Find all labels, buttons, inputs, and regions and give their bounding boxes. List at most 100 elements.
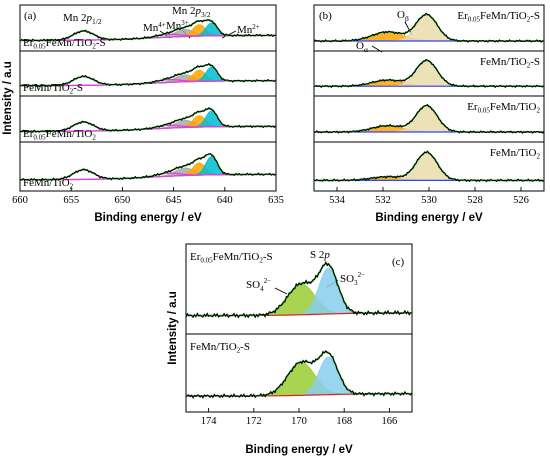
label-s2p-main: S 2: [310, 249, 324, 261]
panel-1-row-3-raw: [313, 150, 545, 183]
label-mn-2p12: Mn 2p1/2: [63, 12, 102, 26]
panel-a-letter: (a): [24, 10, 37, 22]
panel-0-stack-label-1-part-1: 2: [70, 88, 74, 96]
panel-1-tick-label-528: 528: [467, 195, 483, 206]
label-mn-2p32-sub: 3/2: [201, 10, 211, 19]
panel-1-tick-label-534: 534: [329, 195, 346, 206]
label-so4-main: SO: [246, 279, 260, 291]
panel-0-stack-label-0-part-3: 2: [92, 43, 96, 51]
panel-2-stack-label-1-part-2: -S: [240, 341, 250, 353]
panel-c-xlabel: Binding energy / eV: [245, 444, 353, 456]
label-so3-sup: 2−: [358, 271, 366, 279]
panel-0-tick-label-635: 635: [268, 195, 284, 206]
panel-2-stack-label-0: Er0.05FeMn/TiO2-S: [190, 251, 273, 265]
panel-1-stack-label-3-part-1: 2: [537, 153, 541, 161]
panel-2-tick-label-172: 172: [246, 416, 262, 427]
panel-2-tick-label-174: 174: [201, 416, 218, 427]
panel-0-stack-label-0: Er0.05FeMn/TiO2-S: [23, 37, 106, 51]
label-ob-sub: β: [405, 14, 409, 23]
label-mn4-main: Mn: [143, 22, 159, 34]
panel-c-ylabel: Intensity / a.u: [167, 291, 179, 365]
label-so4: SO42−: [246, 277, 271, 293]
panel-1-tick-label-530: 530: [421, 195, 437, 206]
arrow-so4: [274, 287, 288, 295]
arrow-mn2: [221, 30, 237, 39]
panel-0-row-1-raw: [19, 62, 277, 88]
label-so3: SO32−: [340, 271, 365, 287]
panel-0-stack-label-2-part-3: 2: [92, 134, 96, 142]
panel-0-tick-label-645: 645: [166, 195, 182, 206]
panel-0-stack-label-2: Er0.05FeMn/TiO2: [23, 128, 96, 142]
label-oa-sub: α: [364, 45, 368, 54]
panel-0-stack-label-3-part-0: FeMn/TiO: [23, 177, 70, 189]
panel-1-stack-label-0-part-1: 0.05: [468, 16, 481, 24]
panel-1-tick-label-532: 532: [375, 195, 391, 206]
label-so4-sub: 4: [260, 285, 264, 293]
panel-0-tick-label-660: 660: [12, 195, 28, 206]
panel-1-row-0-raw: [313, 12, 545, 43]
panel-1-stack-label-0-part-2: FeMn/TiO: [480, 10, 527, 22]
label-mn2: Mn2+: [237, 23, 260, 36]
label-so3-sub: 3: [354, 279, 358, 287]
panel-2-stack-label-1-part-0: FeMn/TiO: [190, 341, 237, 353]
panel-1-stack-label-3-part-0: FeMn/TiO: [490, 147, 537, 159]
panel-1-row-1-raw: [313, 58, 545, 89]
label-ob-main: O: [397, 9, 405, 21]
panel-0-tick-label-640: 640: [217, 195, 233, 206]
panel-1-stack-label-0: Er0.05FeMn/TiO2-S: [457, 10, 540, 24]
panel-a-frame: [19, 4, 277, 192]
panel-0-stack-label-1-part-2: -S: [73, 82, 83, 94]
panel-1-stack-label-0-part-3: 2: [527, 16, 531, 24]
label-mn4-sup: 4+: [158, 21, 166, 29]
panel-0-stack-label-0-part-2: FeMn/TiO: [46, 37, 93, 49]
label-mn-2p32-p: p: [195, 5, 202, 17]
panel-b-letter: (b): [319, 10, 332, 22]
panel-2-tick-label-166: 166: [382, 416, 398, 427]
panel-0-stack-label-0-part-4: -S: [96, 37, 106, 49]
panel-1-stack-label-2-part-1: 0.05: [478, 107, 491, 115]
label-mn4: Mn4+: [143, 21, 166, 34]
label-mn-2p32: Mn 2p3/2: [172, 5, 211, 19]
panel-2-stack-label-1: FeMn/TiO2-S: [190, 341, 250, 355]
panel-0-row-3-raw: [19, 153, 277, 182]
panel-1-stack-label-0-part-0: Er: [457, 10, 468, 22]
panel-2-row-1-peak-so4: [186, 362, 412, 397]
panel-1-stack-label-2: Er0.05FeMn/TiO2: [467, 101, 540, 115]
panel-1-stack-label-3: FeMn/TiO2: [490, 147, 541, 161]
panel-0-stack-label-0-part-1: 0.05: [33, 43, 46, 51]
label-mn2-sup: 2+: [252, 23, 260, 31]
label-oa-main: O: [356, 40, 364, 52]
panel-0-stack-label-1-part-0: FeMn/TiO: [23, 82, 70, 94]
panel-1-stack-label-1-part-2: -S: [530, 56, 540, 68]
panel-1-stack-label-1-part-0: FeMn/TiO: [480, 56, 527, 68]
panel-2-stack-label-0-part-2: FeMn/TiO: [213, 251, 260, 263]
panel-0-stack-label-2-part-0: Er: [23, 128, 34, 140]
panel-1-stack-label-0-part-4: -S: [530, 10, 540, 22]
label-so4-sup: 2−: [264, 277, 272, 285]
panel-0-stack-label-0-part-0: Er: [23, 37, 34, 49]
panel-0-stack-label-1: FeMn/TiO2-S: [23, 82, 83, 96]
label-mn2-main: Mn: [237, 24, 253, 36]
panel-2-stack-label-0-part-0: Er: [190, 251, 201, 263]
label-mn-2p12-sub: 1/2: [92, 17, 102, 26]
panel-2-stack-label-0-part-1: 0.05: [200, 257, 213, 265]
label-oa: Oα: [356, 40, 368, 54]
panel-a-ylabel: Intensity / a.u: [2, 61, 14, 135]
panel-0-tick-label-655: 655: [63, 195, 79, 206]
panel-1-stack-label-1: FeMn/TiO2-S: [480, 56, 540, 70]
panel-2-stack-label-0-part-3: 2: [259, 257, 263, 265]
panel-0-stack-label-2-part-2: FeMn/TiO: [46, 128, 93, 140]
panel-0-row-3-fit: [20, 153, 276, 181]
panel-1-stack-label-2-part-2: FeMn/TiO: [490, 101, 537, 113]
panel-a-xlabel: Binding energy / eV: [94, 212, 202, 224]
panel-b-xlabel: Binding energy / eV: [375, 212, 483, 224]
panel-1-stack-label-2-part-0: Er: [467, 101, 478, 113]
panel-0-row-0-raw: [19, 19, 277, 42]
panel-0-row-2-raw: [19, 107, 277, 134]
label-so3-main: SO: [340, 273, 354, 285]
panel-1-tick-label-526: 526: [513, 195, 529, 206]
panel-c-letter: (c): [392, 256, 405, 268]
panel-1-stack-label-1-part-1: 2: [527, 62, 531, 70]
label-mn-2p12-p: p: [86, 12, 93, 24]
